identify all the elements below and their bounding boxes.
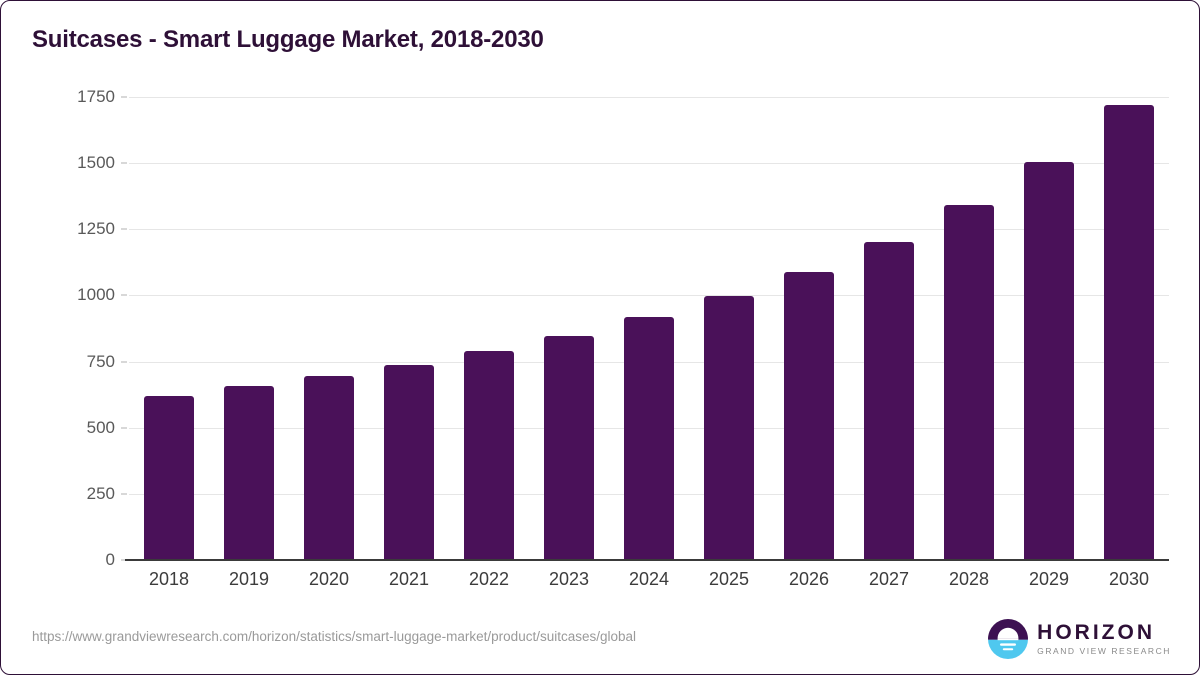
bar[interactable] — [704, 296, 754, 560]
y-tick-mark — [121, 559, 127, 561]
bar[interactable] — [624, 316, 674, 560]
y-tick-label: 250 — [86, 483, 115, 503]
brand-logo: HORIZON GRAND VIEW RESEARCH — [988, 619, 1171, 659]
x-tick-label: 2025 — [708, 569, 750, 589]
gridline — [129, 229, 1169, 231]
x-tick-label: 2023 — [548, 569, 590, 589]
y-tick-mark — [121, 96, 127, 98]
bar[interactable] — [1024, 161, 1074, 560]
bar[interactable] — [464, 351, 514, 560]
x-tick-label: 2022 — [468, 569, 510, 589]
bar[interactable] — [384, 365, 434, 560]
bar[interactable] — [784, 271, 834, 560]
y-tick-mark — [121, 162, 127, 164]
logo-wordmark: HORIZON — [1037, 621, 1155, 645]
x-tick-label: 2028 — [948, 569, 990, 589]
x-tick-label: 2024 — [628, 569, 670, 589]
y-tick-label: 1750 — [77, 87, 115, 106]
gridline — [129, 97, 1169, 98]
y-tick-label: 0 — [105, 550, 115, 569]
source-url[interactable]: https://www.grandviewresearch.com/horizo… — [32, 629, 637, 644]
y-tick-mark — [121, 294, 127, 296]
x-tick-label: 2021 — [388, 569, 430, 589]
y-tick-mark — [121, 493, 127, 495]
y-tick-label: 750 — [86, 351, 115, 371]
bar[interactable] — [144, 395, 194, 560]
y-tick-mark — [121, 361, 127, 363]
horizon-sun-over-water-icon — [988, 619, 1029, 659]
bar[interactable] — [864, 241, 914, 560]
gridline — [129, 163, 1169, 165]
x-axis-line — [125, 559, 1169, 561]
x-tick-label: 2027 — [868, 569, 910, 589]
gridline — [129, 295, 1169, 297]
y-tick-label: 1250 — [77, 219, 115, 239]
bar[interactable] — [544, 335, 594, 560]
bar[interactable] — [224, 386, 274, 560]
x-tick-label: 2029 — [1028, 569, 1070, 589]
bar[interactable] — [304, 376, 354, 560]
x-tick-label: 2026 — [788, 569, 830, 589]
x-tick-label: 2018 — [148, 569, 190, 589]
x-tick-label: 2020 — [308, 569, 350, 589]
plot-area — [125, 97, 1169, 561]
y-tick-label: 500 — [86, 417, 115, 437]
y-tick-mark — [121, 228, 127, 230]
y-tick-label: 1000 — [77, 285, 115, 305]
logo-text: HORIZON GRAND VIEW RESEARCH — [1037, 622, 1171, 656]
bar[interactable] — [944, 205, 994, 560]
bar[interactable] — [1104, 105, 1154, 560]
x-tick-label: 2030 — [1108, 569, 1150, 589]
logo-tagline: GRAND VIEW RESEARCH — [1037, 646, 1171, 657]
page-title: Suitcases - Smart Luggage Market, 2018-2… — [32, 26, 544, 53]
y-tick-label: 1500 — [77, 153, 115, 173]
x-tick-label: 2019 — [228, 569, 270, 589]
y-tick-mark — [121, 427, 127, 429]
